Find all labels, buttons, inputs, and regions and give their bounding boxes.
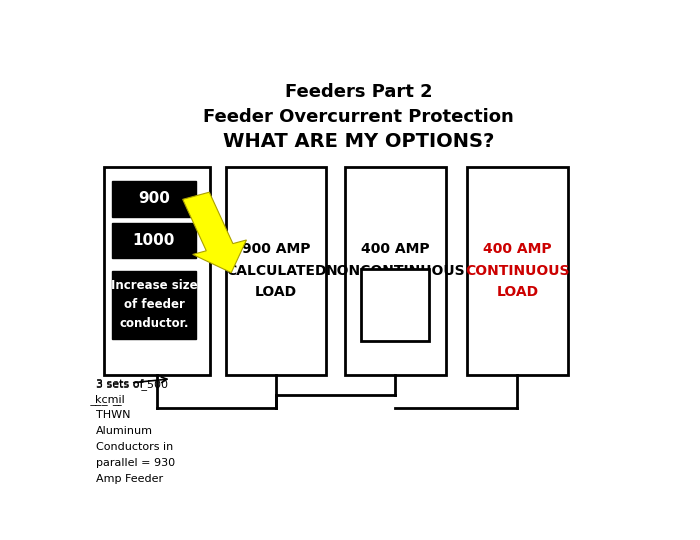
Text: 3 sets of: 3 sets of [96, 379, 146, 389]
Text: 400 AMP
CONTINUOUS
LOAD: 400 AMP CONTINUOUS LOAD [466, 242, 570, 299]
Text: Aluminum: Aluminum [96, 426, 153, 436]
Text: 3 sets of ̲500: 3 sets of ̲500 [96, 379, 167, 390]
Bar [112, 181, 196, 217]
Bar [361, 268, 429, 341]
Text: Conductors in: Conductors in [96, 442, 173, 452]
Bar [468, 167, 568, 375]
Bar [112, 271, 196, 339]
Text: ̲k̲c̲m̲i̲l: ̲k̲c̲m̲i̲l [96, 395, 125, 406]
Text: WHAT ARE MY OPTIONS?: WHAT ARE MY OPTIONS? [223, 132, 494, 151]
Text: THWN: THWN [96, 410, 130, 420]
Text: Feeders Part 2: Feeders Part 2 [285, 83, 433, 101]
Text: Increase size
of feeder
conductor.: Increase size of feeder conductor. [111, 279, 197, 330]
Bar [112, 223, 196, 258]
Text: Feeder Overcurrent Protection: Feeder Overcurrent Protection [204, 108, 514, 126]
Bar [104, 167, 209, 375]
Text: 900 AMP
CALCULATED
LOAD: 900 AMP CALCULATED LOAD [226, 242, 326, 299]
Text: 1000: 1000 [133, 233, 175, 248]
Bar [345, 167, 445, 375]
Text: Amp Feeder: Amp Feeder [96, 474, 163, 483]
Text: parallel = 930: parallel = 930 [96, 458, 175, 468]
Text: 900: 900 [138, 191, 170, 206]
Bar [226, 167, 326, 375]
Text: 400 AMP
NONCONTINUOUS
LOAD: 400 AMP NONCONTINUOUS LOAD [326, 242, 466, 299]
FancyArrow shape [183, 192, 246, 273]
